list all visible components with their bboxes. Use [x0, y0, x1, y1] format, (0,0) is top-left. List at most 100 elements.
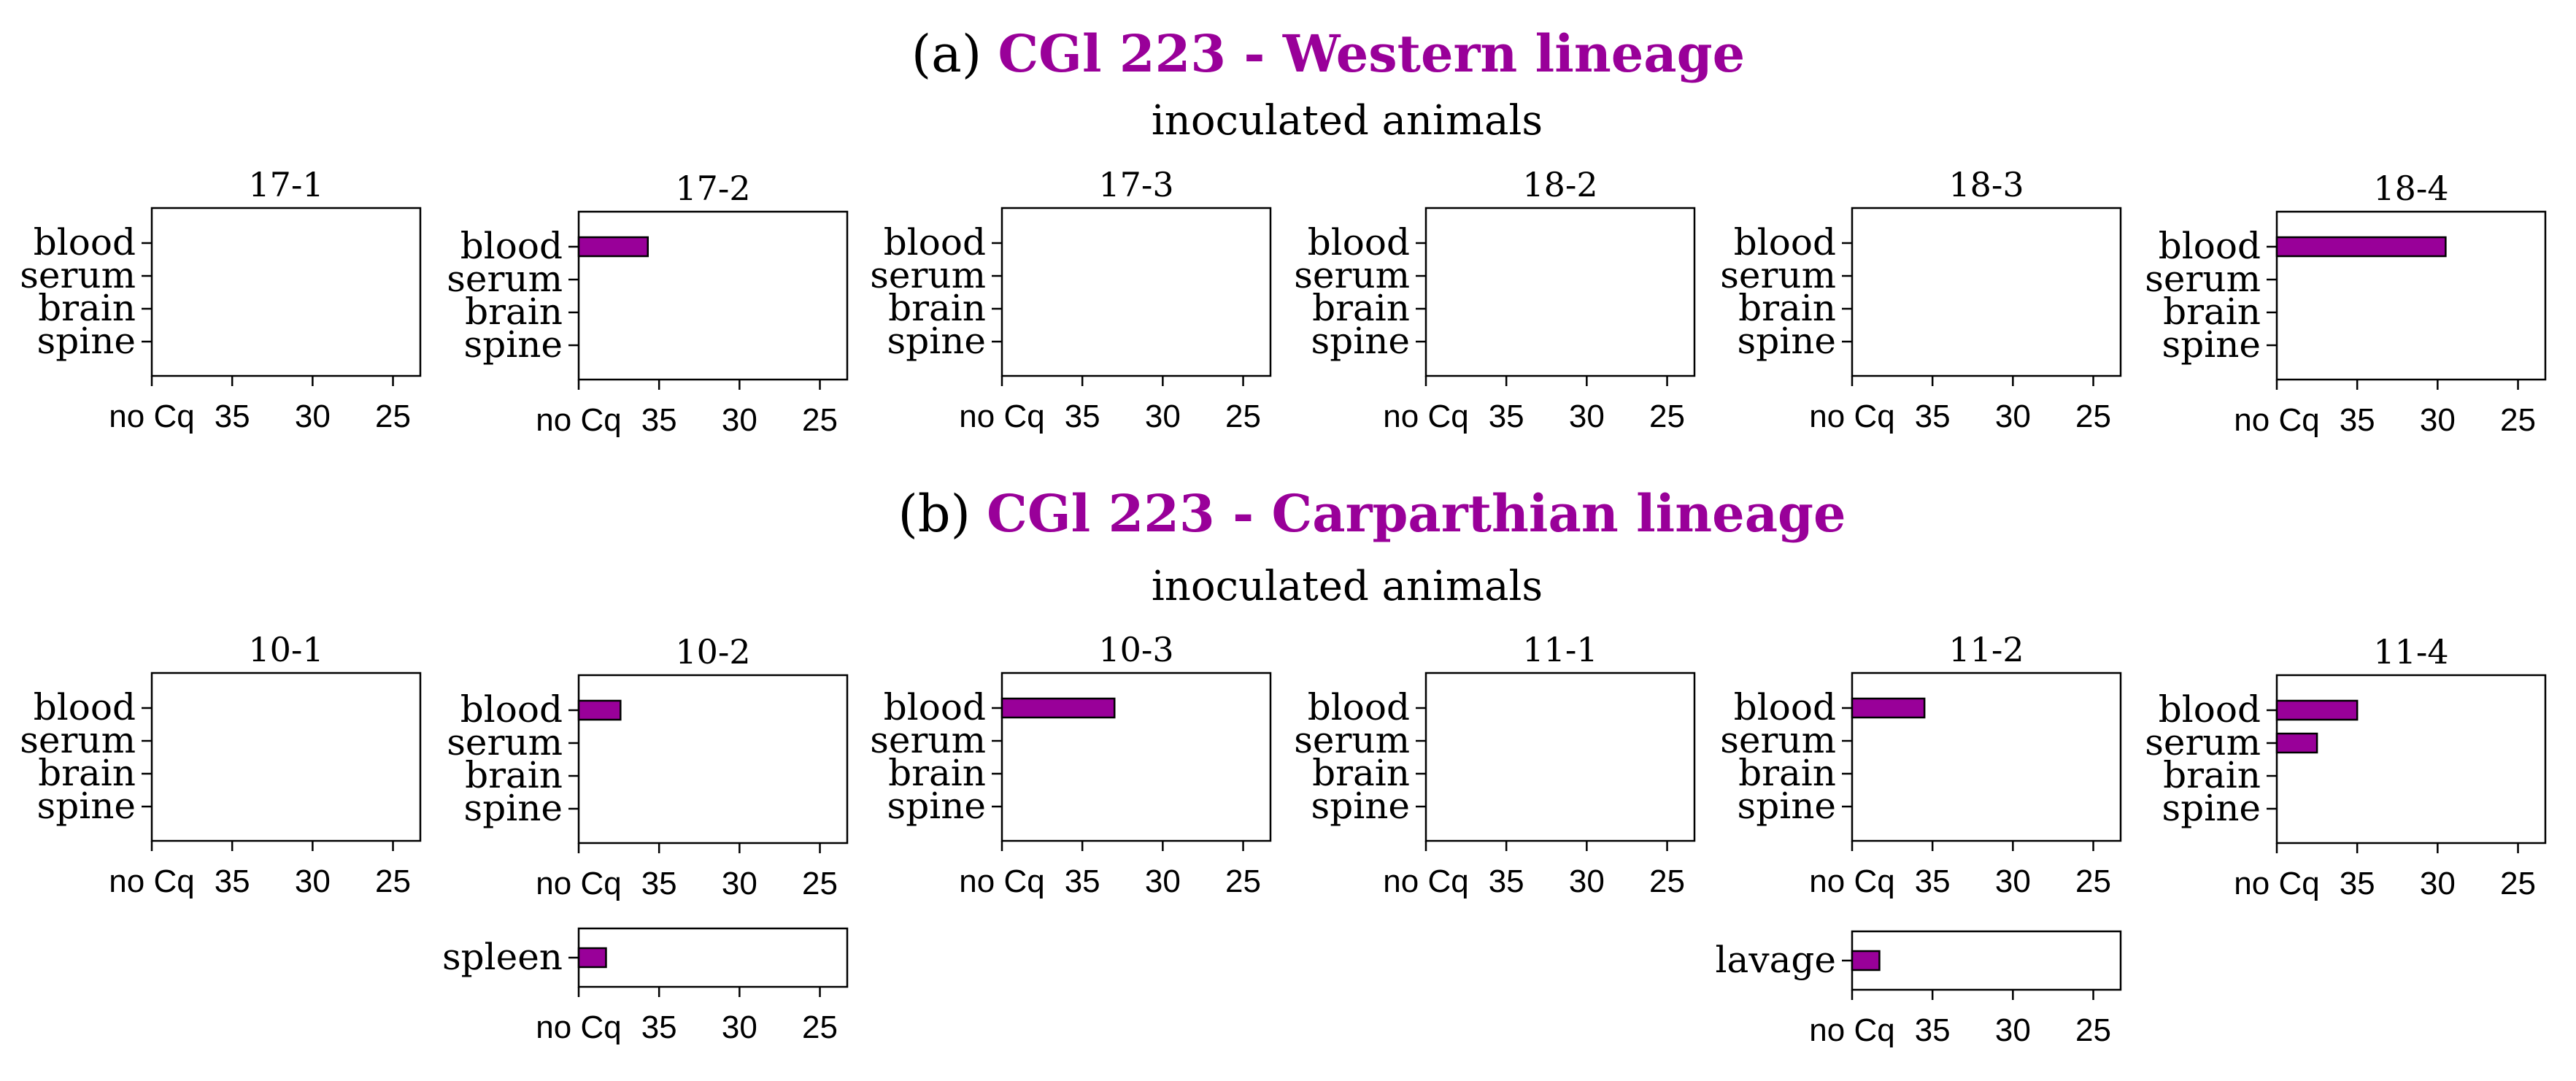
category-label: blood: [1308, 221, 1410, 263]
panel-label: 17-3: [1098, 165, 1173, 204]
x-tick-label: 25: [2075, 1012, 2111, 1048]
x-tick-label: 25: [2500, 866, 2536, 901]
category-label: brain: [465, 754, 563, 796]
category-label: serum: [1720, 719, 1836, 761]
category-label: spine: [37, 320, 136, 362]
x-tick-label: 35: [1065, 399, 1100, 434]
category-label: serum: [1294, 719, 1410, 761]
x-tick-label: 35: [1915, 399, 1951, 434]
x-tick-label: 30: [1569, 399, 1605, 434]
section-a-subtitle: inoculated animals: [1152, 97, 1543, 145]
category-label: serum: [447, 258, 563, 300]
plot-frame: [1851, 930, 2122, 991]
panel-label: 10-1: [248, 630, 323, 669]
x-tick-label: no Cq: [109, 399, 194, 434]
category-label: spine: [464, 787, 563, 829]
x-tick-label: 35: [641, 402, 677, 438]
x-tick-label: 35: [1915, 863, 1951, 899]
data-bar: [1000, 697, 1116, 719]
category-label: serum: [447, 721, 563, 763]
category-label: serum: [20, 254, 136, 296]
section-title-text: CGl 223 - Carparthian lineage: [987, 483, 1846, 544]
category-label: brain: [1312, 752, 1410, 794]
category-label: serum: [1720, 254, 1836, 296]
x-tick-label: 35: [215, 399, 250, 434]
x-tick-label: no Cq: [2234, 866, 2319, 901]
plot-frame: [1851, 207, 2122, 377]
category-label: blood: [34, 686, 136, 728]
category-label: brain: [38, 752, 136, 794]
plot-frame: [1424, 207, 1696, 377]
x-tick-label: 30: [295, 863, 331, 899]
category-label: brain: [465, 291, 563, 333]
x-tick-label: no Cq: [959, 399, 1044, 434]
data-bar: [1851, 950, 1881, 972]
x-tick-label: no Cq: [959, 863, 1044, 899]
data-bar: [2275, 699, 2359, 721]
x-tick-label: 35: [1065, 863, 1100, 899]
panel-label: 11-2: [1948, 630, 2024, 669]
panel-label: 17-1: [248, 165, 323, 204]
x-tick-label: 30: [2420, 402, 2456, 438]
plot-frame: [577, 674, 849, 845]
category-label: blood: [2159, 688, 2261, 731]
x-tick-label: 35: [1489, 399, 1524, 434]
category-label: spine: [887, 320, 986, 362]
x-tick-label: 30: [1995, 399, 2031, 434]
category-label: blood: [34, 221, 136, 263]
section-a-heading: (a) CGl 223 - Western lineage: [911, 23, 1745, 84]
category-label: brain: [888, 287, 986, 329]
x-tick-label: 25: [802, 1009, 838, 1045]
x-tick-label: 25: [802, 402, 838, 438]
x-tick-label: 30: [722, 1009, 757, 1045]
panel-label: 10-3: [1098, 630, 1173, 669]
extra-panel: lavage no Cq 35 30 25: [1716, 930, 2122, 1048]
category-label: brain: [1738, 287, 1836, 329]
x-tick-label: 30: [1995, 1012, 2031, 1048]
category-label: spine: [1311, 320, 1410, 362]
category-label: blood: [460, 688, 563, 731]
plot-frame: [1424, 672, 1696, 842]
x-tick-label: 25: [2500, 402, 2536, 438]
panel-label: 17-2: [675, 169, 750, 208]
x-tick-label: no Cq: [109, 863, 194, 899]
x-tick-label: no Cq: [1383, 399, 1468, 434]
category-label: blood: [1734, 221, 1836, 263]
x-tick-label: 35: [641, 1009, 677, 1045]
panel-label: 10-2: [675, 632, 750, 672]
x-tick-label: 35: [215, 863, 250, 899]
category-label: blood: [2159, 225, 2261, 267]
x-tick-label: no Cq: [536, 402, 621, 438]
category-label: spine: [2162, 787, 2261, 829]
data-bar: [2275, 732, 2318, 754]
x-tick-label: 35: [641, 866, 677, 901]
category-label: spine: [1311, 785, 1410, 827]
section-b-heading: (b) CGl 223 - Carparthian lineage: [898, 483, 1846, 544]
x-tick-label: 25: [1225, 399, 1261, 434]
category-label: brain: [1738, 752, 1836, 794]
plot-frame: [577, 927, 849, 988]
panel-label: 18-2: [1522, 165, 1597, 204]
category-label: lavage: [1716, 939, 1836, 981]
x-tick-label: no Cq: [1809, 1012, 1894, 1048]
x-tick-label: 30: [1145, 399, 1181, 434]
plot-frame: [150, 207, 422, 377]
section-title: (a) CGl 223 - Western lineage: [911, 23, 1745, 84]
x-tick-label: 35: [1915, 1012, 1951, 1048]
x-tick-label: 35: [1489, 863, 1524, 899]
section-title: (b) CGl 223 - Carparthian lineage: [898, 483, 1846, 544]
x-tick-label: 25: [2075, 863, 2111, 899]
section-title-text: CGl 223 - Western lineage: [998, 23, 1745, 84]
category-label: brain: [888, 752, 986, 794]
category-label: blood: [884, 221, 986, 263]
panel-label: 11-4: [2373, 632, 2448, 672]
x-tick-label: no Cq: [1809, 863, 1894, 899]
category-label: spleen: [442, 936, 563, 978]
plot-frame: [150, 672, 422, 842]
